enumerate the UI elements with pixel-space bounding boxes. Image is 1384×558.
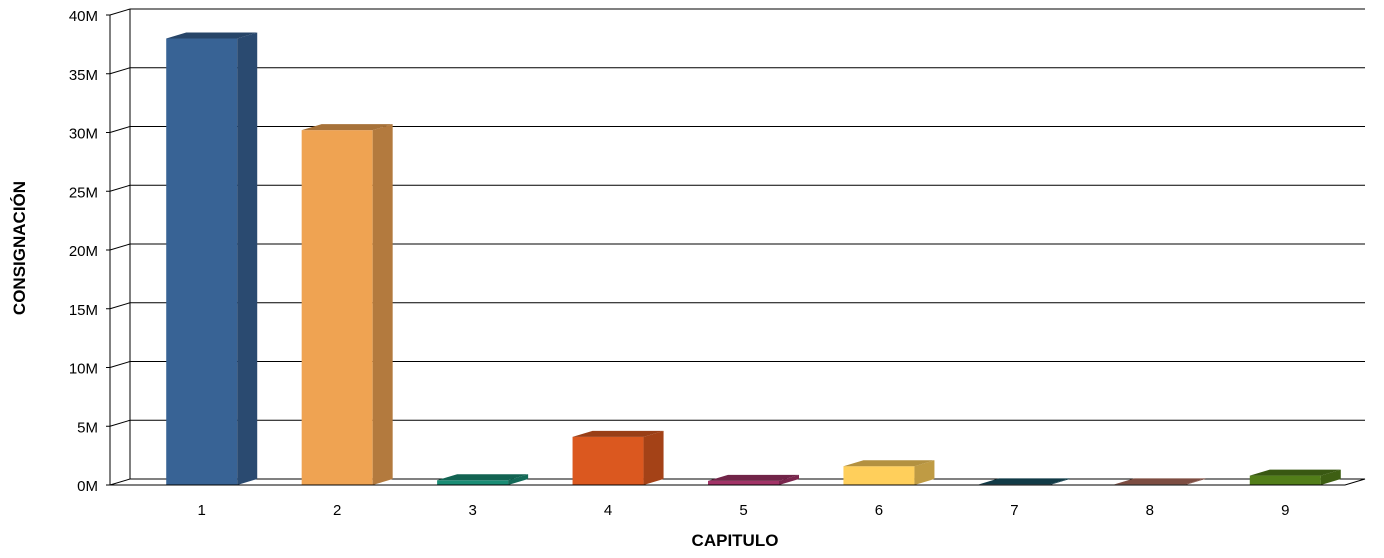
bar-front bbox=[437, 480, 509, 485]
y-tick-label: 0M bbox=[77, 478, 98, 495]
axis-layer: 0M 5M 10M 15M 20M 25M 30M 35M 40M 1 2 3 4 5 6 7 8 9 bbox=[69, 8, 1345, 519]
bar-front bbox=[843, 466, 915, 485]
gridline-diagonal bbox=[109, 184, 131, 192]
bar-9 bbox=[1249, 469, 1341, 485]
bar-front bbox=[1249, 475, 1321, 485]
bar-top bbox=[301, 124, 393, 131]
x-tick-label: 2 bbox=[333, 502, 341, 519]
bar-front bbox=[708, 480, 779, 485]
y-tick-label: 35M bbox=[69, 67, 98, 84]
bar-side bbox=[1320, 469, 1341, 485]
bar-top bbox=[708, 474, 799, 481]
bar-side bbox=[779, 474, 799, 485]
x-tick-label: 9 bbox=[1281, 502, 1289, 519]
gridline-diagonal bbox=[109, 8, 131, 16]
bars-layer bbox=[166, 32, 1341, 486]
y-tick-label: 10M bbox=[69, 361, 98, 378]
gridline-diagonal bbox=[109, 302, 131, 310]
y-tick-label: 30M bbox=[69, 126, 98, 143]
x-tick-label: 7 bbox=[1010, 502, 1018, 519]
x-tick-label: 5 bbox=[739, 502, 747, 519]
x-tick-label: 4 bbox=[604, 502, 612, 519]
bar-1 bbox=[166, 32, 258, 485]
gridline-diagonal bbox=[109, 67, 131, 75]
bar-side bbox=[372, 124, 393, 486]
bar-front bbox=[166, 38, 238, 485]
y-tick-label: 25M bbox=[69, 184, 98, 201]
x-tick-label: 1 bbox=[198, 502, 206, 519]
y-tick-label: 15M bbox=[69, 302, 98, 319]
x-tick-label: 6 bbox=[875, 502, 883, 519]
x-tick-label: 3 bbox=[468, 502, 476, 519]
y-tick-label: 20M bbox=[69, 243, 98, 260]
bar-5 bbox=[708, 474, 799, 485]
bar-top bbox=[843, 460, 935, 467]
bar-top bbox=[572, 430, 664, 437]
x-tick-label: 8 bbox=[1146, 502, 1154, 519]
grid-layer bbox=[109, 8, 1366, 486]
bar-front bbox=[572, 436, 644, 485]
bar-side bbox=[1049, 478, 1070, 485]
gridline-diagonal bbox=[109, 361, 131, 368]
gridline-diagonal bbox=[109, 419, 131, 427]
bar-side bbox=[643, 430, 664, 485]
bar-2 bbox=[301, 124, 393, 486]
bar-top bbox=[1249, 469, 1341, 476]
y-axis-title: CONSIGNACIÓN bbox=[10, 181, 29, 315]
x-axis-title: CAPITULO bbox=[692, 531, 779, 550]
bar-front bbox=[301, 130, 373, 485]
bar-top bbox=[437, 474, 529, 481]
bar-top bbox=[978, 478, 1070, 485]
bar-3 bbox=[437, 474, 529, 485]
bar-4 bbox=[572, 430, 664, 485]
bar-side bbox=[1185, 478, 1206, 485]
bar-side bbox=[914, 460, 935, 485]
bar-side bbox=[508, 474, 529, 485]
bar-6 bbox=[843, 460, 935, 485]
bar-top bbox=[1114, 478, 1206, 485]
gridline-diagonal bbox=[109, 243, 131, 251]
gridline-diagonal bbox=[109, 126, 131, 133]
bar-side bbox=[237, 32, 258, 485]
y-tick-label: 40M bbox=[69, 8, 98, 25]
y-tick-label: 5M bbox=[77, 419, 98, 436]
bar-top bbox=[166, 32, 258, 39]
